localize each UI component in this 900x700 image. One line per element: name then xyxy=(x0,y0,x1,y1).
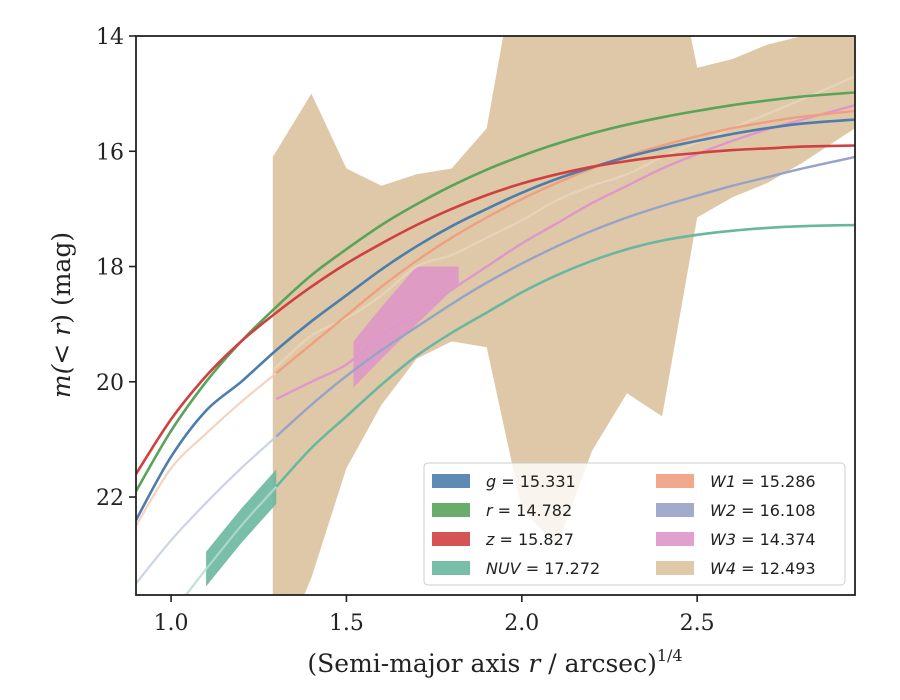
series-line-g xyxy=(136,118,855,521)
series-line-W1 xyxy=(275,109,855,375)
legend-swatch-z xyxy=(432,532,470,546)
y-tick-label: 14 xyxy=(96,25,124,50)
series-line-W4-extrapolation xyxy=(272,75,855,372)
legend-swatch-g xyxy=(432,474,470,488)
uncertainty-bands xyxy=(206,36,855,595)
legend-entry-W3: W3 = 14.374 xyxy=(710,530,816,549)
x-tick-label: 1.5 xyxy=(329,611,364,636)
legend-entry-W4: W4 = 12.493 xyxy=(710,559,816,578)
legend-entry-z: z = 15.827 xyxy=(485,530,574,549)
legend-entry-W2: W2 = 16.108 xyxy=(710,501,816,520)
legend-entry-W1: W1 = 15.286 xyxy=(710,472,816,491)
y-tick-label: 18 xyxy=(96,256,124,281)
legend-entry-NUV: NUV = 17.272 xyxy=(486,559,600,578)
series-line-W3 xyxy=(275,104,855,401)
legend-swatch-r xyxy=(432,503,470,517)
y-axis-ticks: 14 16 18 20 22 xyxy=(96,25,136,511)
legend-swatch-W4 xyxy=(656,561,694,575)
y-tick-label: 20 xyxy=(96,371,124,396)
band-W4 xyxy=(272,36,855,595)
x-tick-label: 2.5 xyxy=(680,611,715,636)
series-line-W2 xyxy=(275,155,855,438)
series-line-z xyxy=(136,144,855,475)
legend-box xyxy=(423,462,846,586)
x-tick-label: 1.0 xyxy=(154,611,189,636)
y-tick-label: 16 xyxy=(96,140,124,165)
x-axis-ticks: 1.0 1.5 2.0 2.5 xyxy=(154,595,715,636)
y-tick-label: 22 xyxy=(96,486,124,511)
band-NUV xyxy=(206,469,277,587)
series-line-NUV xyxy=(275,223,855,488)
series-lines xyxy=(136,75,855,595)
legend-entry-r: r = 14.782 xyxy=(486,501,572,520)
plot-frame xyxy=(135,35,856,596)
legend-swatch-W2 xyxy=(656,503,694,517)
legend-entry-g: g = 15.331 xyxy=(486,472,576,491)
x-tick-label: 2.0 xyxy=(504,611,539,636)
band-W3 xyxy=(353,266,459,388)
legend-swatch-W3 xyxy=(656,532,694,546)
legend-swatch-NUV xyxy=(432,561,470,575)
x-axis-label: (Semi-major axis r / arcsec)1/4 xyxy=(307,646,682,678)
legend: g = 15.331 r = 14.782 z = 15.827 NUV = 17.2… xyxy=(423,462,846,586)
y-axis-label: m(< r) (mag) xyxy=(47,232,76,398)
legend-swatch-W1 xyxy=(656,474,694,488)
